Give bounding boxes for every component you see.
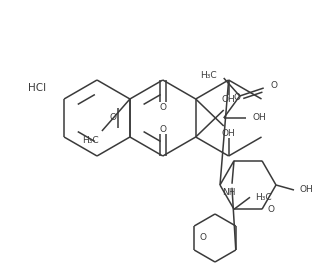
Text: OH: OH	[253, 113, 266, 123]
Text: H₃C: H₃C	[82, 136, 99, 145]
Text: OH: OH	[222, 96, 236, 104]
Text: O: O	[271, 81, 278, 91]
Text: HCl: HCl	[28, 83, 46, 93]
Text: O: O	[233, 93, 240, 103]
Text: O: O	[268, 205, 275, 214]
Text: NH: NH	[222, 188, 236, 197]
Text: O: O	[199, 234, 206, 242]
Text: O: O	[109, 113, 117, 123]
Text: O: O	[159, 103, 166, 112]
Text: OH: OH	[299, 186, 313, 194]
Text: O: O	[159, 124, 166, 134]
Text: OH: OH	[222, 128, 236, 138]
Text: H₃C: H₃C	[200, 72, 217, 80]
Text: H₃C: H₃C	[255, 193, 272, 202]
